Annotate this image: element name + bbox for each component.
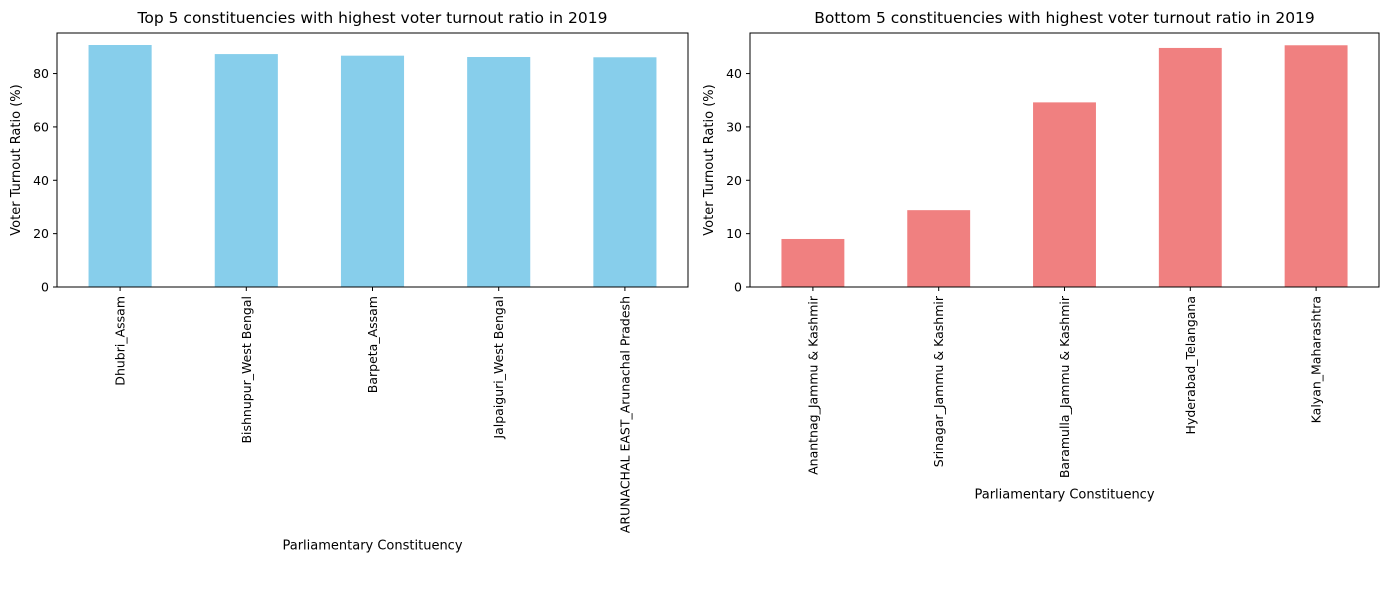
x-tick-label: Anantnag_Jammu & Kashmir [805, 295, 820, 475]
y-tick-label: 20 [33, 226, 49, 241]
x-tick-label: Dhubri_Assam [113, 296, 128, 386]
bar-4 [593, 57, 657, 287]
top5-chart: 0 20 40 60 80 Dhubri_Assam Bishnupur_West Beng… [9, 9, 689, 554]
y-axis-label: Voter Turnout Ratio (%) [9, 84, 24, 235]
bar-4 [1284, 45, 1348, 288]
x-tick-label: Baramulla_Jammu & Kashmir [1057, 295, 1072, 478]
y-tick-label: 0 [41, 280, 49, 295]
bar-3 [1158, 47, 1222, 287]
bar-1 [214, 54, 278, 288]
bar-2 [1033, 102, 1096, 287]
y-tick-label: 40 [726, 66, 742, 81]
y-tick-label: 80 [33, 66, 49, 81]
x-tick-label: Barpeta_Assam [365, 296, 380, 393]
y-tick-label: 30 [726, 119, 742, 134]
x-tick-label: Bishnupur_West Bengal [239, 296, 254, 444]
x-axis-label: Parliamentary Constituency [282, 539, 462, 554]
y-tick-label: 40 [33, 173, 49, 188]
chart-title: Top 5 constituencies with highest voter … [137, 9, 608, 27]
bar-3 [467, 57, 531, 287]
y-tick-label: 20 [726, 173, 742, 188]
y-tick-label: 0 [734, 280, 742, 295]
x-tick-label: Hyderabad_Telangana [1183, 296, 1198, 434]
x-tick-label: Kalyan_Maharashtra [1309, 296, 1324, 423]
x-tick-label: ARUNACHAL EAST_Arunachal Pradesh [617, 296, 632, 533]
x-tick-label: Jalpaiguri_West Bengal [491, 296, 506, 440]
bottom5-chart: 0 10 20 30 40 Anantnag_Jammu & Kashmir Srinaga… [702, 9, 1380, 503]
bar-0 [88, 45, 152, 287]
y-axis-label: Voter Turnout Ratio (%) [702, 84, 717, 235]
y-tick-label: 60 [33, 119, 49, 134]
x-axis-label: Parliamentary Constituency [974, 488, 1154, 503]
x-tick-label: Srinagar_Jammu & Kashmir [931, 295, 946, 467]
bar-1 [907, 210, 971, 287]
bar-2 [340, 55, 405, 287]
bar-0 [781, 238, 845, 287]
chart-title: Bottom 5 constituencies with highest vot… [814, 9, 1315, 27]
y-tick-label: 10 [726, 226, 742, 241]
